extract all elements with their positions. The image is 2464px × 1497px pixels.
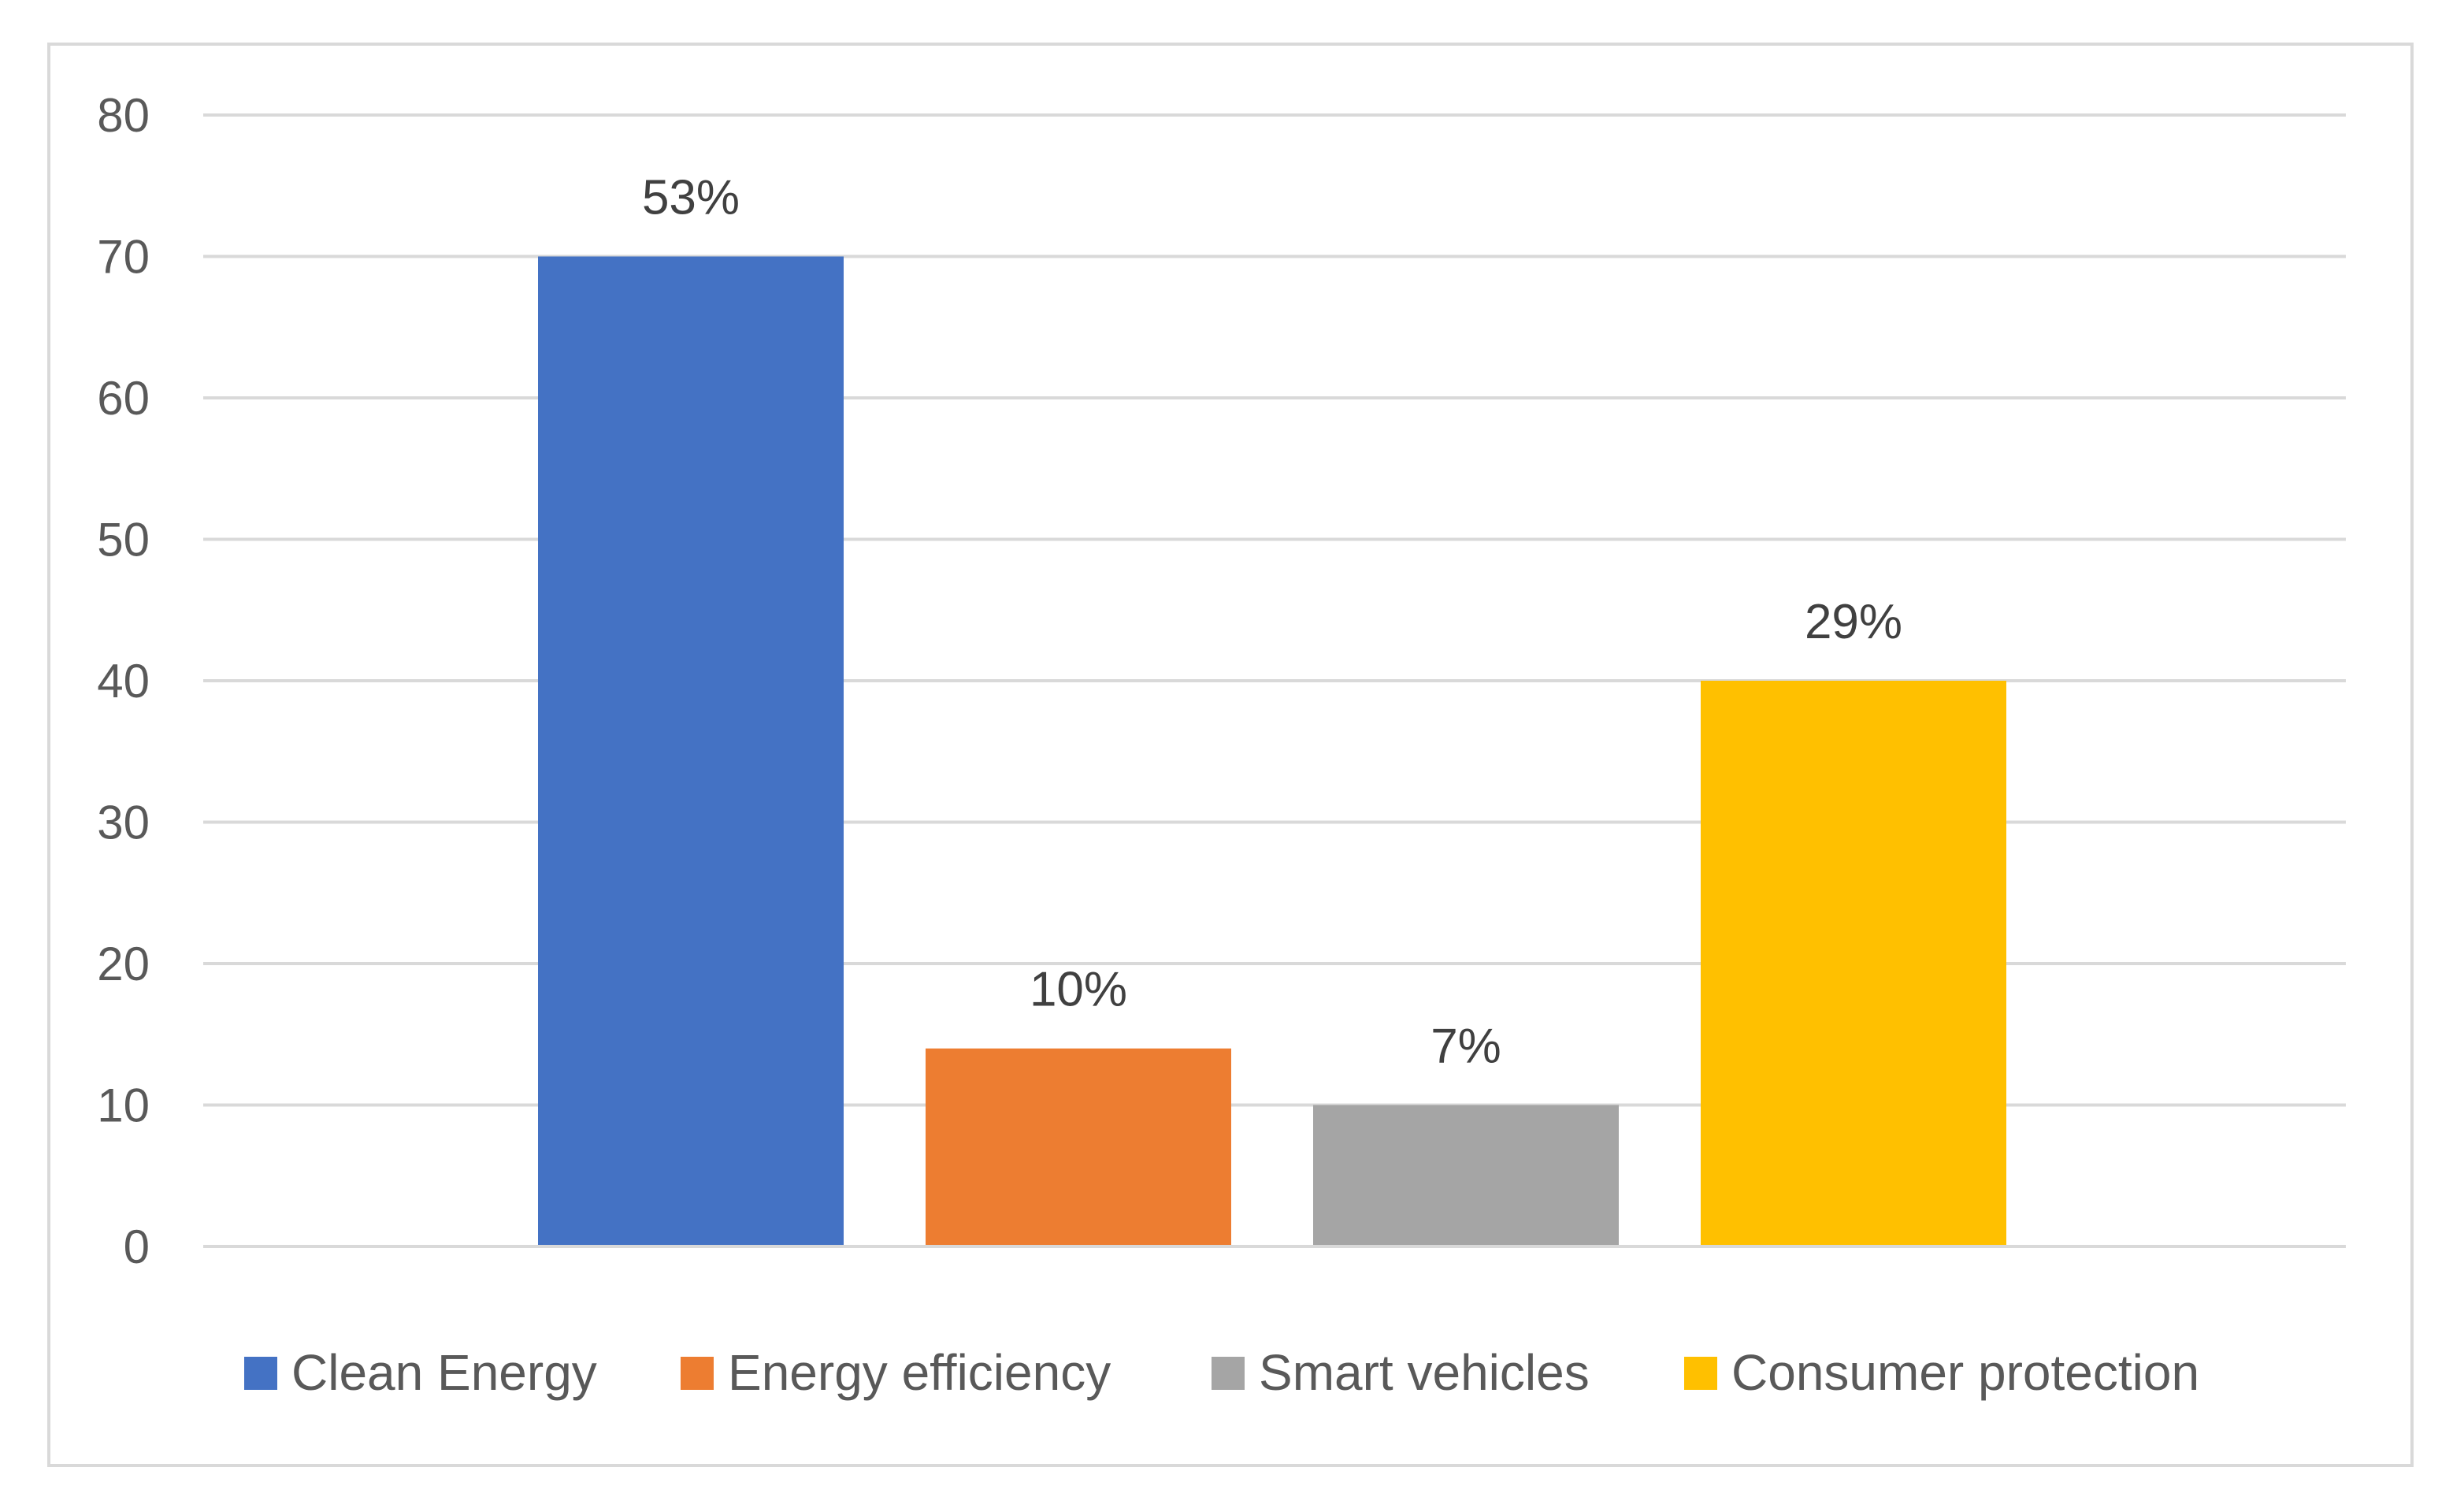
data-label-smart-vehicles: 7%	[1431, 1020, 1501, 1074]
legend-swatch-clean-energy	[244, 1357, 277, 1390]
y-tick-label-80: 80	[97, 89, 150, 142]
y-tick-label-20: 20	[97, 938, 150, 990]
legend-label-smart-vehicles: Smart vehicles	[1259, 1344, 1590, 1401]
legend-label-energy-efficiency: Energy efficiency	[728, 1344, 1111, 1401]
legend-swatch-smart-vehicles	[1212, 1357, 1245, 1390]
data-label-energy-efficiency: 10%	[1030, 963, 1127, 1017]
bar-consumer-protection	[1701, 681, 2006, 1246]
data-label-consumer-protection: 29%	[1805, 595, 1902, 649]
legend-label-consumer-protection: Consumer protection	[1731, 1344, 2199, 1401]
y-tick-label-60: 60	[97, 372, 150, 425]
bar-energy-efficiency	[926, 1048, 1231, 1246]
y-tick-label-30: 30	[97, 797, 150, 849]
bar-smart-vehicles	[1313, 1105, 1619, 1246]
y-tick-label-0: 0	[124, 1220, 150, 1273]
y-tick-label-50: 50	[97, 514, 150, 566]
data-label-clean-energy: 53%	[642, 171, 740, 225]
legend-swatch-energy-efficiency	[681, 1357, 714, 1390]
y-tick-label-10: 10	[97, 1079, 150, 1132]
y-tick-label-70: 70	[97, 231, 150, 284]
legend-swatch-consumer-protection	[1684, 1357, 1717, 1390]
bar-clean-energy	[538, 256, 844, 1246]
y-tick-label-40: 40	[97, 655, 150, 708]
legend-label-clean-energy: Clean Energy	[291, 1344, 597, 1401]
